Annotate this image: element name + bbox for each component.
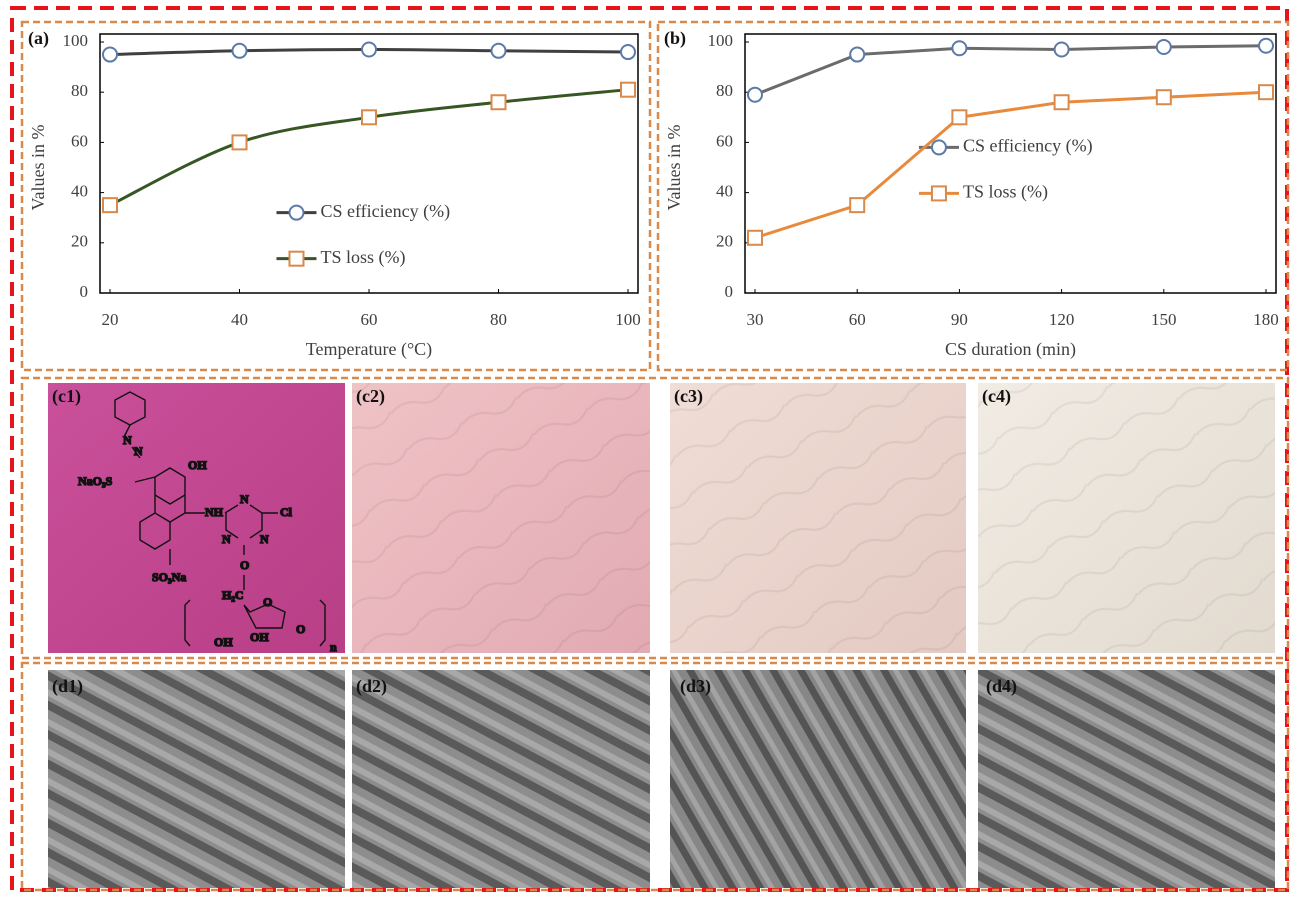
y-tick-label: 60: [716, 131, 733, 150]
panel-label: (d1): [52, 676, 83, 697]
data-point: [1055, 43, 1069, 57]
panel-label: (c3): [674, 386, 703, 407]
data-point: [1157, 40, 1171, 54]
legend-marker: [932, 186, 946, 200]
panel-label: (c2): [356, 386, 385, 407]
data-point: [1157, 90, 1171, 104]
x-tick-label: 150: [1151, 310, 1177, 329]
legend-marker: [289, 206, 303, 220]
data-point: [850, 48, 864, 62]
x-tick-label: 40: [231, 310, 248, 329]
atom-label: OH: [214, 635, 233, 649]
x-tick-label: 180: [1253, 310, 1279, 329]
x-tick-label: 90: [951, 310, 968, 329]
data-point: [952, 110, 966, 124]
panel-label: (c4): [982, 386, 1011, 407]
y-tick-label: 100: [63, 31, 89, 50]
data-point: [1055, 95, 1069, 109]
atom-label: N: [123, 433, 132, 447]
atom-label: N: [134, 444, 143, 458]
y-axis-label: Values in %: [28, 125, 48, 211]
data-point: [621, 45, 635, 59]
y-tick-label: 40: [71, 182, 88, 201]
texture: [352, 383, 650, 653]
x-axis-label: CS duration (min): [945, 339, 1076, 360]
panel-label: (b): [664, 28, 686, 49]
y-tick-label: 60: [71, 131, 88, 150]
photo: [48, 383, 345, 653]
data-point: [233, 135, 247, 149]
atom-label: SO₃Na: [152, 570, 186, 584]
y-tick-label: 80: [716, 81, 733, 100]
data-point: [492, 44, 506, 58]
sem-image: [978, 670, 1275, 888]
texture: [978, 383, 1275, 653]
sem-image: [670, 670, 966, 888]
data-point: [362, 110, 376, 124]
sem-row: (d1) (d2) (d3) (d4): [48, 670, 1275, 888]
legend-label: TS loss (%): [320, 247, 405, 268]
data-point: [103, 198, 117, 212]
series-line: [755, 92, 1266, 238]
panel-label: (d3): [680, 676, 711, 697]
sem-image: [352, 670, 650, 888]
legend-marker: [932, 140, 946, 154]
atom-label: O: [240, 558, 249, 572]
y-tick-label: 80: [71, 81, 88, 100]
atom-label: O: [296, 622, 305, 636]
data-point: [952, 41, 966, 55]
data-point: [233, 44, 247, 58]
x-tick-label: 60: [361, 310, 378, 329]
y-tick-label: 20: [716, 232, 733, 251]
atom-label: OH: [250, 630, 269, 644]
panel-label: (c1): [52, 386, 81, 407]
atom-label: Cl: [280, 505, 293, 519]
data-point: [621, 83, 635, 97]
atom-label: OH: [188, 458, 207, 472]
x-tick-label: 30: [747, 310, 764, 329]
legend-label: CS efficiency (%): [963, 136, 1093, 157]
series-line: [110, 90, 628, 205]
legend-label: TS loss (%): [963, 182, 1048, 203]
series-line: [755, 46, 1266, 95]
x-tick-label: 20: [102, 310, 119, 329]
data-point: [1259, 39, 1273, 53]
atom-label: NaO₃S: [78, 474, 113, 488]
legend-label: CS efficiency (%): [320, 201, 450, 222]
data-point: [362, 43, 376, 57]
atom-label: n: [330, 640, 337, 654]
x-tick-label: 100: [615, 310, 641, 329]
data-point: [1259, 85, 1273, 99]
panel-label: (a): [28, 28, 49, 49]
data-point: [850, 198, 864, 212]
y-tick-label: 0: [725, 282, 734, 301]
data-point: [103, 48, 117, 62]
x-tick-label: 60: [849, 310, 866, 329]
data-point: [748, 88, 762, 102]
y-tick-label: 20: [71, 232, 88, 251]
atom-label: O: [263, 595, 272, 609]
y-tick-label: 100: [708, 31, 734, 50]
panel-label: (d4): [986, 676, 1017, 697]
x-axis-label: Temperature (°C): [306, 339, 432, 360]
atom-label: N: [260, 532, 269, 546]
atom-label: N: [222, 532, 231, 546]
panel-label: (d2): [356, 676, 387, 697]
y-tick-label: 40: [716, 182, 733, 201]
data-point: [492, 95, 506, 109]
sem-image: [48, 670, 345, 888]
figure: (c1) (c2) (c3) (c4) N N OH NaO₃S NH N Cl…: [0, 0, 1293, 894]
x-tick-label: 120: [1049, 310, 1075, 329]
atom-label: H₂C: [222, 588, 244, 602]
x-tick-label: 80: [490, 310, 507, 329]
y-axis-label: Values in %: [664, 125, 684, 211]
data-point: [748, 231, 762, 245]
photo-row: (c1) (c2) (c3) (c4): [48, 383, 1275, 653]
plot-frame: [745, 34, 1276, 293]
y-tick-label: 0: [80, 282, 89, 301]
atom-label: N: [240, 492, 249, 506]
texture: [670, 383, 966, 653]
atom-label: NH: [205, 505, 224, 519]
legend-marker: [289, 252, 303, 266]
